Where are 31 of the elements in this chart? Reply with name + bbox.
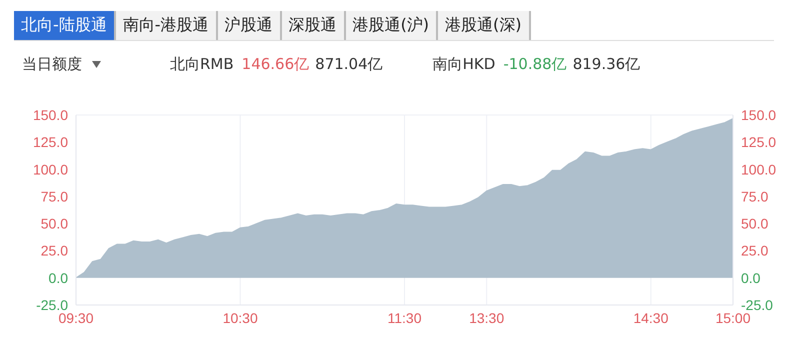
text: -10.88亿 bbox=[503, 54, 567, 74]
text: 沪股通 bbox=[218, 11, 282, 40]
y2-tick-label: 150.0 bbox=[741, 107, 776, 123]
text: 当日额度 bbox=[22, 54, 82, 74]
text: 南向HKD bbox=[432, 54, 496, 74]
text: 146.66亿 bbox=[242, 54, 310, 74]
text: 871.04亿 bbox=[315, 54, 383, 74]
x-tick-label: 13:30 bbox=[469, 310, 504, 326]
y-tick-label: 100.0 bbox=[32, 161, 68, 178]
text: 819.36亿 bbox=[572, 54, 640, 74]
y2-tick-label: 50.0 bbox=[741, 216, 768, 232]
x-tick-label: 11:30 bbox=[388, 310, 422, 326]
y2-tick-label: 75.0 bbox=[741, 188, 768, 204]
x-tick-label: 14:30 bbox=[633, 310, 669, 326]
text: 北向RMB bbox=[170, 54, 234, 74]
y-tick-label: 25.0 bbox=[40, 242, 68, 259]
y-tick-label: 50.0 bbox=[40, 216, 68, 232]
y-tick-label: 75.0 bbox=[40, 188, 68, 204]
y2-tick-label: 100.0 bbox=[741, 161, 776, 178]
y-tick-label: 150.0 bbox=[32, 107, 68, 123]
text: 港股通(沪) bbox=[346, 11, 438, 40]
y2-tick-label: 0.0 bbox=[741, 270, 761, 286]
x-tick-label: 10:30 bbox=[222, 310, 258, 326]
text: 北向-陆股通 bbox=[14, 11, 116, 40]
y2-tick-label: 25.0 bbox=[741, 242, 768, 259]
y2-tick-label: 125.0 bbox=[741, 134, 776, 150]
y-tick-label: 125.0 bbox=[32, 134, 68, 150]
text: 港股通(深) bbox=[438, 11, 531, 40]
text: 南向-港股通 bbox=[116, 11, 218, 40]
text: 深股通 bbox=[282, 11, 346, 40]
y-tick-label: 0.0 bbox=[48, 270, 68, 286]
